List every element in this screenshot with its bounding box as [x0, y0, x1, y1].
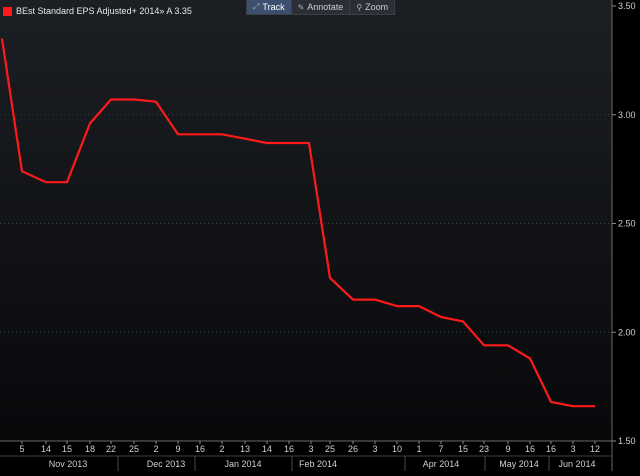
- track-icon: ⤢: [253, 2, 260, 11]
- x-tick-label: 16: [284, 444, 294, 454]
- x-tick-label: 1: [416, 444, 421, 454]
- x-tick-label: 23: [479, 444, 489, 454]
- x-tick-label: 3: [570, 444, 575, 454]
- x-tick-label: 16: [195, 444, 205, 454]
- x-month-label: May 2014: [499, 459, 539, 469]
- x-tick-label: 10: [392, 444, 402, 454]
- x-month-label: Jun 2014: [558, 459, 595, 469]
- x-tick-label: 13: [240, 444, 250, 454]
- x-tick-label: 2: [153, 444, 158, 454]
- x-tick-label: 2: [219, 444, 224, 454]
- y-tick-label: 2.50: [618, 219, 636, 229]
- annotate-label: Annotate: [307, 2, 344, 12]
- x-tick-label: 9: [175, 444, 180, 454]
- x-tick-label: 16: [525, 444, 535, 454]
- track-button[interactable]: ⤢ Track: [247, 0, 292, 14]
- y-axis-strip: [612, 0, 640, 471]
- track-label: Track: [262, 2, 285, 12]
- x-tick-label: 25: [129, 444, 139, 454]
- x-tick-label: 9: [505, 444, 510, 454]
- x-month-label: Jan 2014: [224, 459, 261, 469]
- series-line: [0, 38, 595, 408]
- x-tick-label: 26: [348, 444, 358, 454]
- legend-label: BEst Standard EPS Adjusted+ 2014» A 3.35: [16, 6, 192, 16]
- annotate-button[interactable]: ✎ Annotate: [292, 0, 351, 14]
- zoom-button[interactable]: ⚲ Zoom: [350, 0, 394, 14]
- y-tick-label: 3.50: [618, 1, 636, 11]
- legend: BEst Standard EPS Adjusted+ 2014» A 3.35: [3, 4, 192, 18]
- x-month-label: Dec 2013: [147, 459, 186, 469]
- x-tick-label: 12: [590, 444, 600, 454]
- x-tick-label: 15: [62, 444, 72, 454]
- legend-swatch: [3, 6, 12, 16]
- x-tick-label: 3: [308, 444, 313, 454]
- x-tick-label: 22: [106, 444, 116, 454]
- y-tick-label: 3.00: [618, 110, 636, 120]
- x-tick-label: 7: [438, 444, 443, 454]
- x-tick-label: 14: [262, 444, 272, 454]
- x-month-label: Apr 2014: [423, 459, 460, 469]
- pencil-icon: ✎: [297, 2, 305, 12]
- x-month-label: Nov 2013: [49, 459, 88, 469]
- x-month-label: Feb 2014: [299, 459, 337, 469]
- y-tick-label: 1.50: [618, 436, 636, 446]
- chart-toolbar: ⤢ Track ✎ Annotate ⚲ Zoom: [246, 0, 396, 15]
- x-tick-label: 25: [325, 444, 335, 454]
- x-tick-label: 5: [19, 444, 24, 454]
- x-tick-label: 3: [372, 444, 377, 454]
- x-tick-label: 16: [546, 444, 556, 454]
- x-tick-label: 18: [85, 444, 95, 454]
- y-tick-label: 2.00: [618, 327, 636, 337]
- x-tick-label: 15: [458, 444, 468, 454]
- plot-background: [0, 0, 612, 441]
- magnifier-icon: ⚲: [356, 2, 363, 12]
- zoom-label: Zoom: [365, 2, 389, 12]
- x-tick-label: 14: [41, 444, 51, 454]
